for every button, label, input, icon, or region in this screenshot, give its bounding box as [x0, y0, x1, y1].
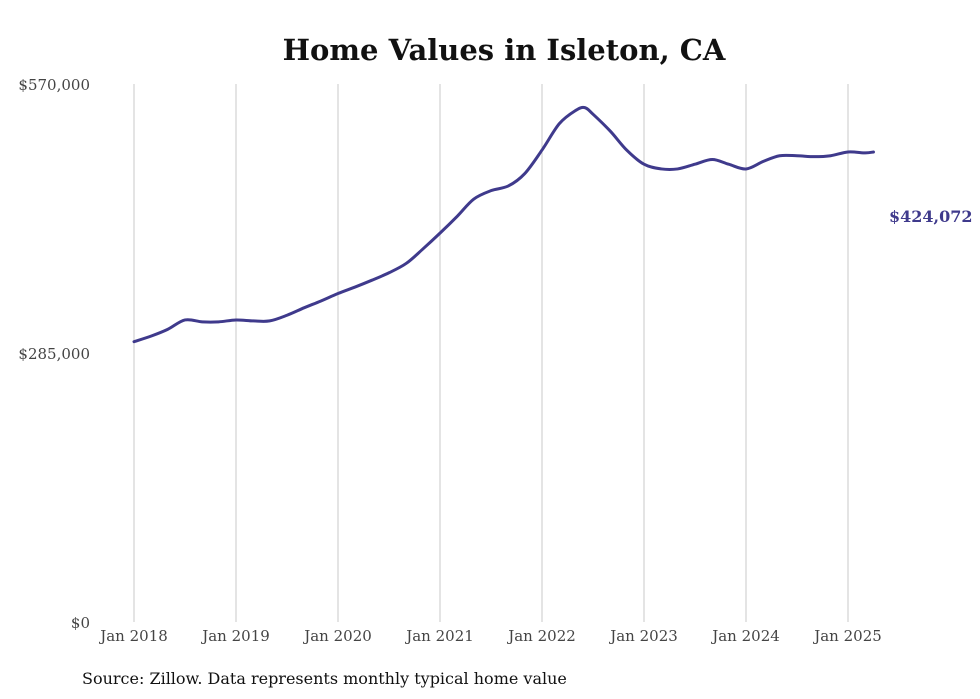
x-tick-label: Jan 2025 — [812, 627, 882, 645]
x-tick-label: Jan 2020 — [302, 627, 372, 645]
gridlines — [133, 84, 849, 622]
series-group — [132, 105, 875, 344]
series-line — [132, 105, 875, 344]
end-value-label: $424,072 — [889, 207, 973, 226]
chart-title: Home Values in Isleton, CA — [283, 33, 726, 67]
x-tick-label: Jan 2021 — [404, 627, 474, 645]
x-tick-label: Jan 2023 — [608, 627, 678, 645]
x-tick-label: Jan 2022 — [506, 627, 576, 645]
x-tick-label: Jan 2018 — [98, 627, 168, 645]
y-tick-label: $0 — [71, 614, 90, 632]
x-tick-label: Jan 2019 — [200, 627, 270, 645]
y-tick-label: $570,000 — [18, 76, 90, 94]
x-tick-label: Jan 2024 — [710, 627, 780, 645]
x-axis: Jan 2018 Jan 2019 Jan 2020 Jan 2021 Jan 2022… — [98, 627, 882, 645]
source-note: Source: Zillow. Data represents monthly … — [82, 669, 567, 688]
y-tick-label: $285,000 — [18, 345, 90, 363]
y-axis: $0 $285,000 $570,000 — [18, 76, 90, 632]
